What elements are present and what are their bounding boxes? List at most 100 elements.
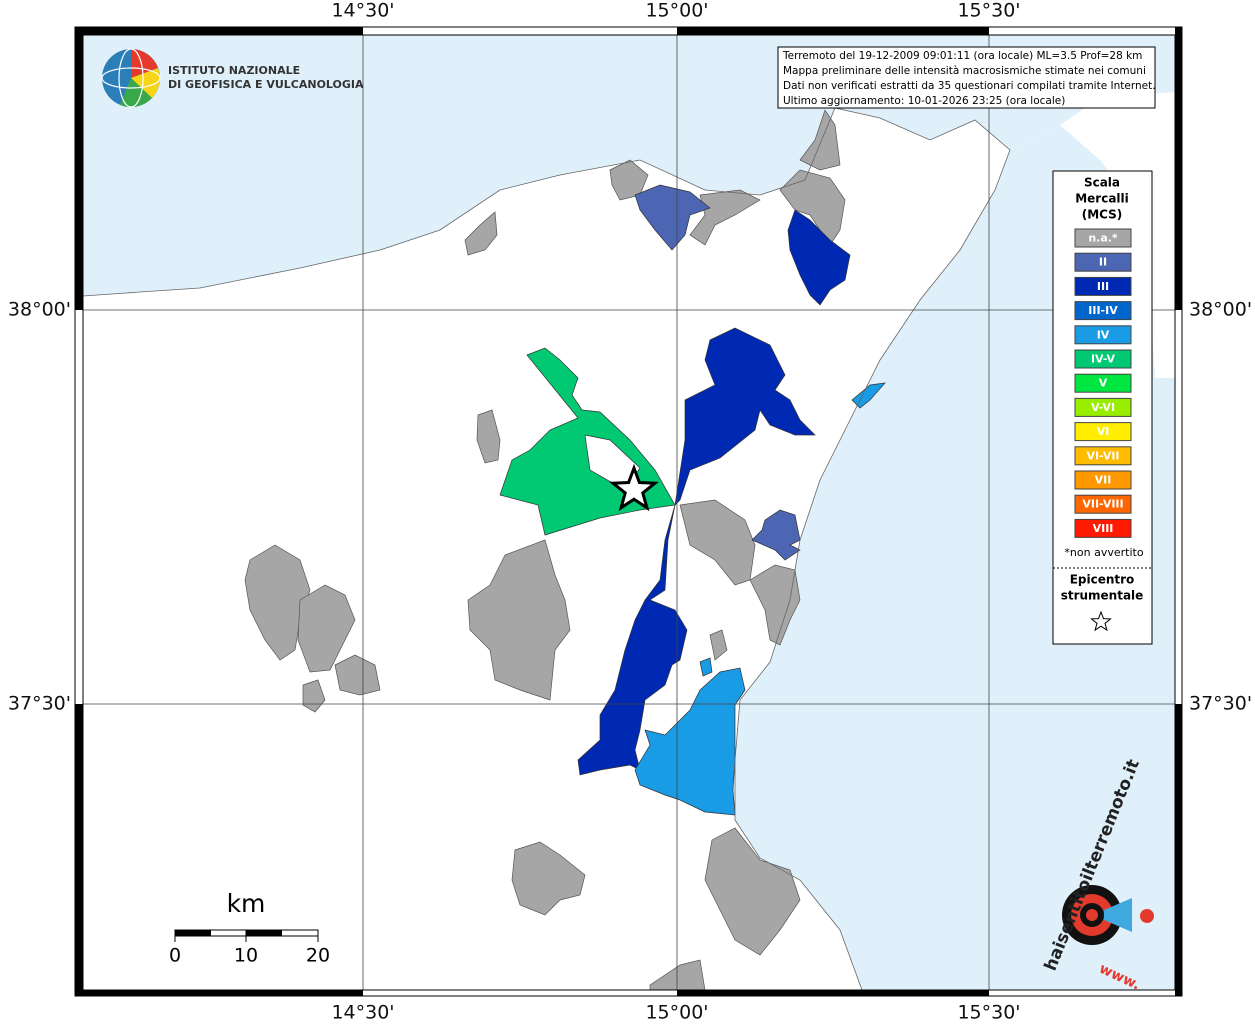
area <box>334 654 381 696</box>
frame-bar <box>75 704 83 996</box>
legend-swatch <box>1074 518 1132 538</box>
legend-swatch <box>1074 325 1132 345</box>
y-axis-label: 38°00' <box>1189 299 1252 321</box>
logo-segment <box>131 49 158 78</box>
area <box>709 629 728 661</box>
ingv-logo: ISTITUTO NAZIONALE DI GEOFISICA E VULCAN… <box>101 48 364 108</box>
legend-swatch <box>1074 349 1132 369</box>
legend-swatch <box>1074 373 1132 393</box>
legend-title: Mercalli <box>1075 192 1129 206</box>
legend-swatch <box>1074 446 1132 466</box>
scale-label: 20 <box>306 945 330 967</box>
area <box>704 827 801 956</box>
legend-label: V-VI <box>1091 401 1115 414</box>
legend-epicenter: strumentale <box>1061 589 1144 603</box>
frame-bar <box>677 990 989 996</box>
area-iii <box>674 327 816 507</box>
legend: Scala Mercalli (MCS) *non avvertito Epic… <box>1052 170 1153 645</box>
info-line: Terremoto del 19-12-2009 09:01:11 (ora l… <box>782 50 1142 62</box>
area-iv <box>699 657 713 677</box>
legend-star <box>1090 610 1112 632</box>
legend-swatch <box>1074 422 1132 442</box>
legend-swatch <box>1074 276 1132 296</box>
frame-bar <box>75 27 363 35</box>
legend-label: VI <box>1097 425 1110 438</box>
logo-line <box>101 67 161 89</box>
legend-label: V <box>1099 377 1108 390</box>
legend-swatch <box>1074 301 1132 321</box>
legend-note: *non avvertito <box>1064 546 1143 559</box>
frame-bar <box>677 27 989 35</box>
scale-bar: km 0 10 20 <box>169 889 330 967</box>
legend-label: III-IV <box>1088 304 1118 317</box>
area <box>467 539 571 701</box>
x-axis-label: 15°00' <box>645 1002 708 1024</box>
scale-unit: km <box>227 889 266 918</box>
x-axis-label: 15°00' <box>645 0 708 22</box>
legend-label: VII <box>1095 474 1112 487</box>
legend-label: IV-V <box>1091 353 1116 366</box>
area <box>649 959 706 991</box>
epicenter <box>609 463 659 512</box>
logo-text: ISTITUTO NAZIONALE <box>168 64 300 77</box>
watermark-ring <box>1086 909 1098 921</box>
frame-bar <box>1175 27 1182 310</box>
x-axis-label: 15°30' <box>957 1002 1020 1024</box>
scale-segment <box>246 930 282 936</box>
legend-swatch <box>1074 252 1132 272</box>
no-data-areas <box>244 109 846 991</box>
frame-border <box>82 34 1176 991</box>
legend-swatch <box>1074 228 1132 248</box>
frame-bar <box>75 27 83 310</box>
legend-label: III <box>1097 280 1109 293</box>
area <box>297 584 356 673</box>
legend-swatch <box>1074 470 1132 490</box>
legend-title: Scala <box>1084 176 1120 190</box>
y-axis-label: 37°30' <box>1189 693 1252 715</box>
frame <box>74 26 1183 997</box>
legend-label: VII-VIII <box>1082 498 1123 511</box>
logo-segment <box>131 68 160 98</box>
info-line: Dati non verificati estratti da 35 quest… <box>783 80 1156 92</box>
area <box>464 211 498 256</box>
frame-bar <box>1175 704 1182 996</box>
logo-segment <box>120 78 152 108</box>
area <box>749 564 801 646</box>
area <box>779 169 846 246</box>
y-axis-label: 37°30' <box>8 693 71 715</box>
scale-label: 10 <box>234 945 258 967</box>
area <box>689 189 761 246</box>
logo-text: DI GEOFISICA E VULCANOLOGIA <box>168 78 364 91</box>
area-ii <box>751 509 801 561</box>
watermark-badge <box>1140 909 1154 923</box>
info-frame <box>777 46 1156 109</box>
legend-swatch <box>1074 397 1132 417</box>
area-ii <box>634 184 711 251</box>
area <box>244 544 311 661</box>
frame-bar <box>75 990 363 996</box>
frame-border <box>74 26 1183 997</box>
watermark-speaker <box>1104 898 1132 932</box>
legend-title: (MCS) <box>1082 208 1123 222</box>
legend-label: n.a.* <box>1088 232 1118 245</box>
info-line: Mappa preliminare delle intensità macros… <box>783 65 1146 77</box>
x-axis-label: 14°30' <box>331 0 394 22</box>
x-axis-label: 14°30' <box>331 1002 394 1024</box>
legend-label: II <box>1099 256 1107 269</box>
area-iv <box>634 667 746 816</box>
scale-segment <box>175 930 211 936</box>
x-axis-label: 15°30' <box>957 0 1020 22</box>
info-line: Ultimo aggiornamento: 10-01-2026 23:25 (… <box>783 95 1065 107</box>
area <box>511 841 586 916</box>
area <box>799 109 841 171</box>
y-axis-label: 38°00' <box>8 299 71 321</box>
scale-label: 0 <box>169 945 181 967</box>
logo-line <box>118 48 144 108</box>
area <box>476 409 501 464</box>
coastline <box>82 107 1011 991</box>
legend-epicenter: Epicentro <box>1070 573 1135 587</box>
legend-label: IV <box>1097 328 1110 341</box>
legend-label: VIII <box>1093 522 1114 535</box>
graticule <box>83 35 1175 990</box>
